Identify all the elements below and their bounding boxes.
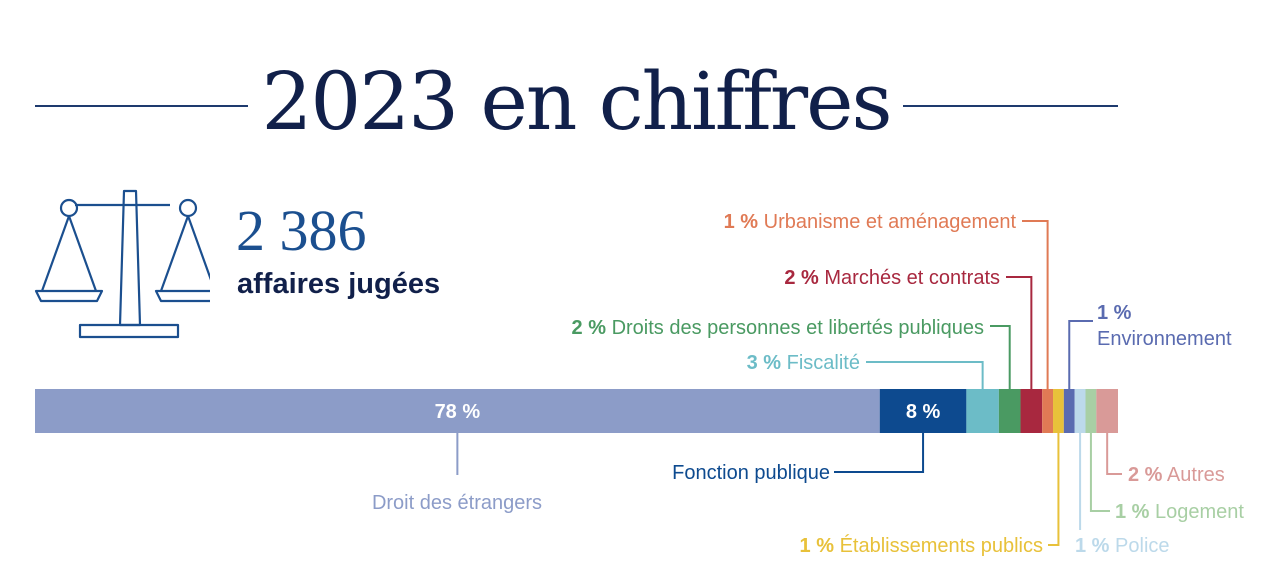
category-label-10: 2 % Autres [1128,464,1225,486]
category-name-2: Fiscalité [787,352,860,374]
callout-line-9 [1089,433,1110,512]
category-label-6: 1 % Établissements publics [800,534,1043,557]
category-name-1: Fonction publique [672,462,830,484]
bar-segment-3 [998,389,1021,433]
category-pct-7: 1 % [1097,302,1132,324]
category-pct-2: 3 % [747,352,782,374]
bar-segment-6 [1053,389,1064,433]
callout-line-6 [1048,433,1060,546]
category-label-9: 1 % Logement [1115,501,1244,523]
category-pct-6: 1 % [800,535,835,557]
category-name-8: Police [1115,535,1169,557]
cases-count: 2 386 [236,198,367,263]
cases-label: affaires jugées [237,268,441,300]
bar-segment-8 [1074,389,1086,433]
category-label-4: 2 % Marchés et contrats [784,267,1000,289]
callout-line-2 [866,361,984,389]
segment-value-label-0: 78 % [435,401,481,423]
bar-segment-0 [35,389,880,433]
category-name-3: Droits des personnes et libertés publiqu… [612,317,984,339]
category-pct-9: 1 % [1115,501,1150,523]
category-pct-5: 1 % [724,211,759,233]
category-pct-8: 1 % [1075,535,1110,557]
category-label-7: 1 % Environnement [1097,302,1232,350]
page-title: 2023 en chiffres [261,55,892,148]
category-label-1: Fonction publique [672,462,830,484]
bar-segment-10 [1096,389,1118,433]
category-name-9: Logement [1155,501,1244,523]
title-rule-left [35,105,248,107]
category-label-0: Droit des étrangers [372,492,542,514]
category-name-7: Environnement [1097,328,1232,350]
scales-of-justice-icon [34,189,210,339]
category-pct-3: 2 % [572,317,607,339]
category-pct-4: 2 % [784,267,819,289]
bar-segment-1 [879,389,967,433]
bar-segment-9 [1085,389,1097,433]
bar-segment-2 [966,389,999,433]
bar-segment-4 [1020,389,1043,433]
category-label-5: 1 % Urbanisme et aménagement [724,211,1017,233]
callout-line-5 [1022,220,1049,389]
category-name-6: Établissements publics [840,534,1043,557]
category-label-2: 3 % Fiscalité [747,352,860,374]
bar-segment-7 [1063,389,1075,433]
callout-line-4 [1006,276,1033,389]
callout-line-7 [1068,320,1093,389]
category-label-3: 2 % Droits des personnes et libertés pub… [572,317,984,339]
bar-segment-5 [1042,389,1054,433]
callout-line-3 [990,325,1011,389]
category-name-5: Urbanisme et aménagement [764,211,1017,233]
title-rule-right [903,105,1118,107]
segment-value-label-1: 8 % [906,401,941,423]
callout-line-10 [1106,433,1122,475]
category-name-10: Autres [1167,464,1225,486]
callout-line-1 [834,433,925,473]
category-label-8: 1 % Police [1075,535,1170,557]
category-name-4: Marchés et contrats [824,267,1000,289]
category-pct-10: 2 % [1128,464,1163,486]
category-name-0: Droit des étrangers [372,492,542,514]
